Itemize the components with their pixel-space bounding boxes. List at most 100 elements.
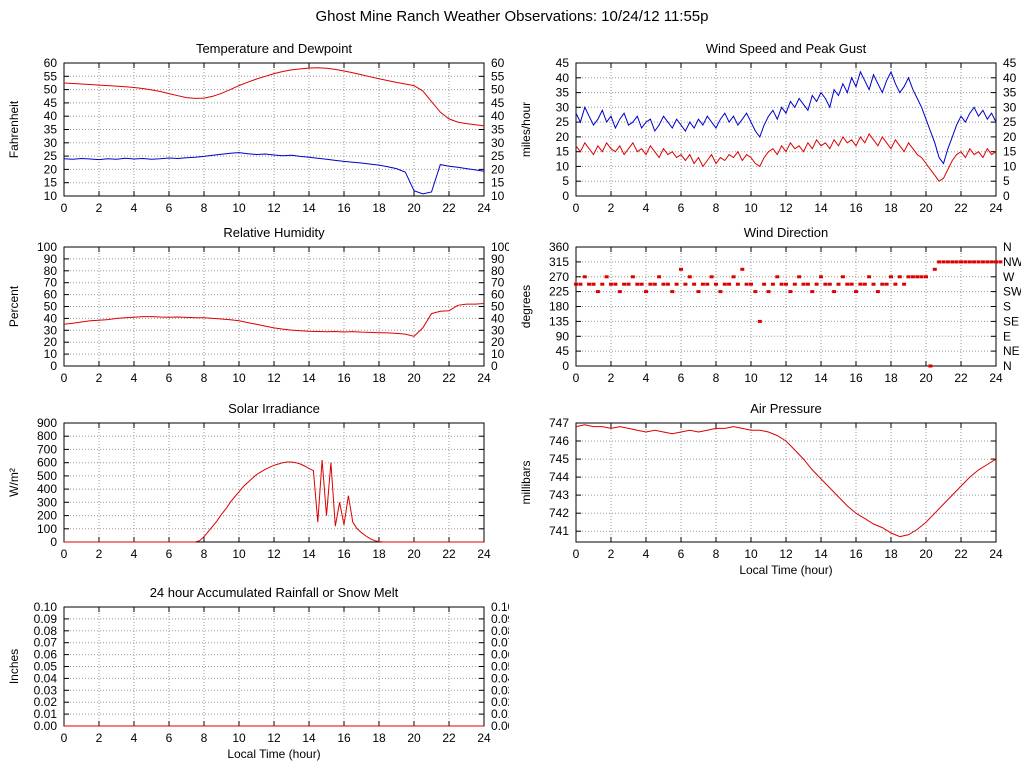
chart-canvas: 0 2 4 6 8 10 12 14 16 18 20 22 24 0 0 5 5 10 10 15 15 20 20 25 2… [516, 56, 1021, 218]
svg-text:10: 10 [232, 371, 246, 385]
svg-text:15: 15 [44, 176, 58, 190]
svg-text:6: 6 [166, 547, 173, 561]
chart-title: Wind Speed and Peak Gust [705, 41, 867, 56]
svg-text:24: 24 [477, 201, 491, 215]
svg-text:0.00: 0.00 [491, 719, 509, 733]
svg-text:25: 25 [556, 115, 570, 129]
svg-text:4: 4 [643, 201, 650, 215]
svg-text:0: 0 [61, 547, 68, 561]
svg-text:8: 8 [201, 731, 208, 745]
svg-text:35: 35 [556, 86, 570, 100]
svg-text:10: 10 [491, 189, 505, 203]
svg-text:millibars: millibars [519, 460, 533, 504]
svg-text:16: 16 [849, 547, 863, 561]
svg-text:30: 30 [556, 100, 570, 114]
svg-text:22: 22 [954, 201, 968, 215]
svg-text:40: 40 [44, 311, 58, 325]
svg-text:18: 18 [884, 201, 898, 215]
svg-text:0.01: 0.01 [34, 707, 58, 721]
svg-text:80: 80 [491, 264, 505, 278]
svg-text:55: 55 [44, 69, 58, 83]
svg-text:miles/hour: miles/hour [519, 102, 533, 157]
svg-text:10: 10 [232, 731, 246, 745]
svg-text:10: 10 [232, 201, 246, 215]
svg-text:16: 16 [337, 371, 351, 385]
svg-text:4: 4 [131, 201, 138, 215]
svg-text:700: 700 [37, 442, 57, 456]
svg-text:0: 0 [61, 201, 68, 215]
svg-text:8: 8 [201, 371, 208, 385]
svg-text:8: 8 [713, 547, 720, 561]
svg-text:18: 18 [372, 371, 386, 385]
svg-text:14: 14 [302, 201, 316, 215]
chart-air-pressure: Air Pressure 0 2 4 6 8 10 12 14 16 18 20 22 24 741 742… [516, 400, 1021, 582]
svg-text:16: 16 [337, 547, 351, 561]
svg-text:0: 0 [562, 359, 569, 373]
svg-text:14: 14 [302, 547, 316, 561]
svg-text:745: 745 [549, 452, 569, 466]
svg-text:18: 18 [372, 731, 386, 745]
svg-text:180: 180 [549, 300, 569, 314]
svg-text:10: 10 [491, 347, 505, 361]
page-title: Ghost Mine Ranch Weather Observations: 1… [315, 8, 709, 25]
svg-text:10: 10 [744, 547, 758, 561]
svg-text:12: 12 [267, 731, 281, 745]
svg-text:35: 35 [491, 123, 505, 137]
svg-text:N: N [1003, 242, 1012, 254]
svg-text:12: 12 [267, 371, 281, 385]
svg-text:16: 16 [849, 371, 863, 385]
svg-text:Local Time (hour): Local Time (hour) [227, 747, 320, 761]
svg-text:60: 60 [491, 58, 505, 70]
svg-text:100: 100 [37, 242, 57, 254]
svg-text:12: 12 [267, 547, 281, 561]
svg-text:24: 24 [989, 371, 1003, 385]
svg-text:Local Time (hour): Local Time (hour) [739, 563, 832, 577]
svg-text:0: 0 [1003, 189, 1010, 203]
svg-text:2: 2 [96, 371, 103, 385]
svg-text:743: 743 [549, 488, 569, 502]
chart-wind-speed-gust: Wind Speed and Peak Gust 0 2 4 6 8 10 12 14 16 18… [516, 40, 1021, 218]
svg-text:0.08: 0.08 [491, 624, 509, 638]
svg-text:22: 22 [442, 201, 456, 215]
svg-text:2: 2 [96, 731, 103, 745]
svg-text:14: 14 [814, 201, 828, 215]
svg-text:20: 20 [919, 201, 933, 215]
svg-text:20: 20 [407, 731, 421, 745]
svg-text:0.01: 0.01 [491, 707, 509, 721]
svg-text:2: 2 [608, 371, 615, 385]
svg-text:0.10: 0.10 [491, 602, 509, 614]
svg-text:6: 6 [678, 547, 685, 561]
svg-text:22: 22 [442, 371, 456, 385]
svg-text:45: 45 [556, 344, 570, 358]
svg-text:W/m²: W/m² [7, 468, 21, 497]
svg-text:6: 6 [166, 731, 173, 745]
svg-text:50: 50 [44, 300, 58, 314]
svg-text:5: 5 [562, 174, 569, 188]
svg-text:N: N [1003, 359, 1012, 373]
svg-text:24: 24 [477, 547, 491, 561]
svg-text:22: 22 [954, 547, 968, 561]
svg-text:16: 16 [849, 201, 863, 215]
svg-text:20: 20 [407, 201, 421, 215]
svg-text:0.09: 0.09 [491, 612, 509, 626]
chart-canvas: 0 2 4 6 8 10 12 14 16 18 20 22 24 10 10 15 15 20 20 25 25 30 3… [4, 56, 509, 218]
svg-text:0.04: 0.04 [491, 671, 509, 685]
svg-text:225: 225 [549, 285, 569, 299]
svg-text:10: 10 [556, 159, 570, 173]
svg-text:60: 60 [491, 288, 505, 302]
svg-text:100: 100 [491, 242, 509, 254]
svg-text:2: 2 [608, 201, 615, 215]
svg-text:16: 16 [337, 201, 351, 215]
svg-text:8: 8 [713, 371, 720, 385]
svg-text:8: 8 [713, 201, 720, 215]
svg-text:0.03: 0.03 [34, 683, 58, 697]
svg-text:6: 6 [166, 371, 173, 385]
svg-text:SE: SE [1003, 314, 1019, 328]
svg-text:10: 10 [44, 189, 58, 203]
svg-text:0.07: 0.07 [491, 636, 509, 650]
svg-text:800: 800 [37, 429, 57, 443]
svg-text:300: 300 [37, 495, 57, 509]
svg-text:50: 50 [44, 83, 58, 97]
svg-text:NE: NE [1003, 344, 1020, 358]
svg-text:10: 10 [744, 201, 758, 215]
